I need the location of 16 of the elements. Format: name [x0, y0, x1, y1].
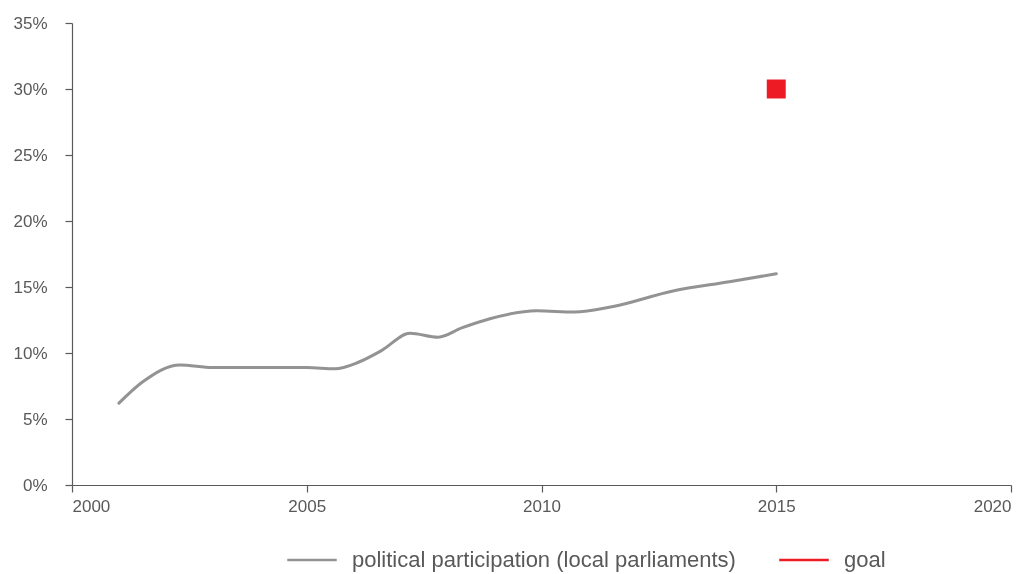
y-tick-label: 0% [22, 475, 48, 495]
y-tick-label: 35% [13, 13, 48, 33]
y-tick-label: 10% [13, 343, 48, 363]
y-tick-label: 20% [13, 211, 48, 231]
x-tick-label: 2020 [973, 496, 1012, 516]
x-tick-label: 2005 [288, 496, 327, 516]
legend-label: goal [844, 547, 886, 572]
x-tick-label: 2010 [523, 496, 561, 516]
line-series [117, 272, 778, 405]
y-tick-label: 5% [22, 409, 48, 429]
y-tick-label: 30% [13, 79, 48, 99]
x-tick-label: 2015 [757, 496, 796, 516]
y-tick-label: 25% [13, 145, 48, 165]
y-tick-label: 15% [13, 277, 48, 297]
x-tick-label: 2000 [72, 496, 111, 516]
legend-label: political participation (local parliaments) [352, 547, 736, 572]
